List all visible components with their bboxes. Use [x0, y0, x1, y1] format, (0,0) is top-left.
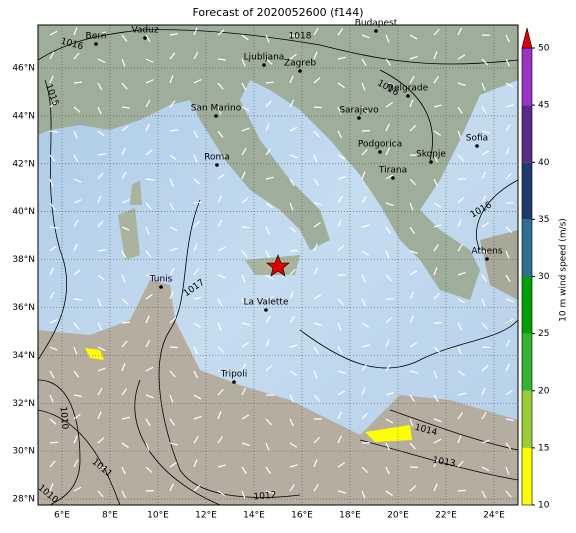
city-marker [143, 36, 147, 40]
colorbar-tick-label: 45 [538, 101, 549, 111]
colorbar-segment [522, 277, 532, 334]
isobar-label: 1010 [58, 406, 70, 430]
city-marker [159, 285, 163, 289]
city-marker [485, 257, 489, 261]
city-label: San Marino [191, 104, 242, 114]
lat-tick-label: 36°N [12, 303, 35, 313]
city-marker [429, 160, 433, 164]
lon-tick-label: 12°E [195, 511, 217, 521]
colorbar-tick-label: 40 [538, 158, 550, 168]
city-marker [232, 380, 236, 384]
city-marker [264, 308, 268, 312]
city-label: Vaduz [131, 26, 158, 36]
colorbar-extend [522, 28, 532, 48]
colorbar-segment [522, 219, 532, 276]
city-label: Sarajevo [339, 106, 379, 116]
colorbar-segment [522, 105, 532, 162]
lat-tick-label: 46°N [12, 64, 35, 74]
city-label: Ljubljana [244, 53, 285, 63]
title: Forecast of 2020052600 (f144) [192, 6, 363, 19]
colorbar-segment [522, 391, 532, 448]
city-label: Budapest [355, 19, 398, 29]
lat-tick-label: 44°N [12, 111, 35, 121]
city-marker [374, 29, 378, 33]
city-marker [475, 144, 479, 148]
city-label: Sofia [466, 134, 488, 144]
colorbar-tick-label: 50 [538, 44, 550, 54]
lon-tick-label: 18°E [339, 511, 361, 521]
colorbar-tick-label: 30 [538, 272, 550, 282]
lat-tick-label: 30°N [12, 447, 35, 457]
wind-barb [242, 227, 250, 228]
city-label: Athens [471, 247, 502, 257]
wind-barb [266, 82, 274, 83]
colorbar-segment [522, 334, 532, 391]
wind-barb [194, 202, 202, 203]
lon-tick-label: 14°E [243, 511, 265, 521]
city-marker [94, 42, 98, 46]
lat-tick-label: 32°N [12, 399, 35, 409]
city-marker [406, 94, 410, 98]
city-label: Podgorica [358, 140, 402, 150]
isobar-label: 1012 [253, 491, 277, 503]
wind-barb [50, 442, 58, 443]
city-label: Tirana [378, 166, 407, 176]
wind-barb [122, 322, 130, 323]
city-marker [391, 176, 395, 180]
lon-tick-label: 10°E [147, 511, 169, 521]
colorbar-tick-label: 15 [538, 443, 549, 453]
lat-tick-label: 28°N [12, 495, 35, 505]
lat-tick-label: 38°N [12, 255, 35, 265]
colorbar-label: 10 m wind speed (m/s) [559, 218, 569, 322]
map-area [38, 25, 518, 505]
wind-barb [458, 490, 466, 491]
colorbar-tick-label: 20 [538, 386, 550, 396]
lat-tick-label: 42°N [12, 159, 35, 169]
city-marker [378, 150, 382, 154]
lat-tick-label: 40°N [12, 207, 35, 217]
lon-tick-label: 24°E [483, 511, 505, 521]
city-label: Roma [204, 153, 230, 163]
city-label: La Valette [244, 298, 289, 308]
city-label: Zagreb [284, 59, 316, 69]
colorbar-tick-label: 35 [538, 215, 549, 225]
city-label: Skopje [416, 150, 446, 160]
colorbar-segment [522, 48, 532, 105]
lon-tick-label: 8°E [102, 511, 118, 521]
city-label: Tripoli [220, 370, 248, 380]
wind-barb [170, 347, 178, 348]
lon-tick-label: 6°E [54, 511, 70, 521]
wind-barb [314, 107, 322, 108]
city-marker [215, 163, 219, 167]
city-label: Tunis [149, 275, 173, 285]
city-marker [262, 63, 266, 67]
city-marker [298, 69, 302, 73]
city-marker [214, 114, 218, 118]
colorbar-tick-label: 25 [538, 329, 549, 339]
colorbar-segment [522, 448, 532, 505]
lon-tick-label: 20°E [387, 511, 409, 521]
lon-tick-label: 22°E [435, 511, 457, 521]
lat-tick-label: 34°N [12, 351, 35, 361]
colorbar-tick-label: 10 [538, 501, 550, 511]
colorbar-segment [522, 162, 532, 219]
city-label: Bern [86, 32, 107, 42]
city-marker [357, 116, 361, 120]
lon-tick-label: 16°E [291, 511, 313, 521]
isobar-label: 1018 [289, 32, 312, 42]
